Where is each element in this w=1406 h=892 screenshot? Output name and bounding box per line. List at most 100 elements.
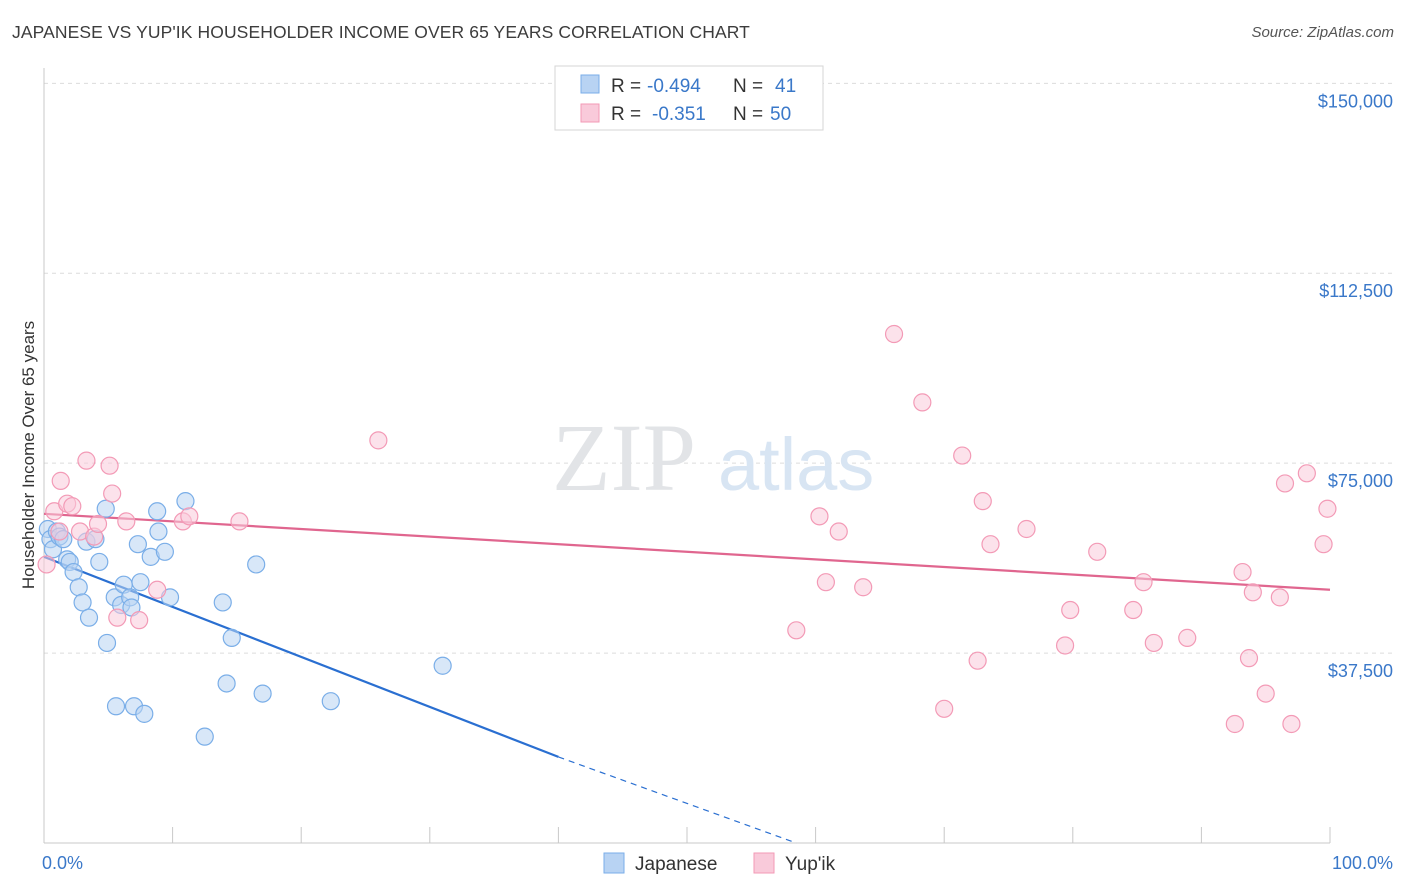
point-yupik (1017, 519, 1036, 539)
point-japanese (195, 727, 214, 746)
point-yupik (787, 621, 806, 640)
point-yupik (1282, 714, 1301, 734)
point-japanese (90, 552, 109, 572)
point-yupik (981, 535, 1000, 554)
y-tick-label: $112,500 (1319, 281, 1393, 301)
point-yupik (1124, 600, 1143, 620)
bottom-label-yupik: Yup'ik (785, 854, 836, 875)
n-label-yupik: N = (733, 104, 763, 125)
chart-title: JAPANESE VS YUP'IK HOUSEHOLDER INCOME OV… (12, 22, 750, 42)
point-yupik (50, 522, 69, 541)
point-yupik (854, 578, 873, 597)
n-label-japanese: N = (733, 76, 763, 97)
point-yupik (1256, 684, 1275, 703)
n-value-japanese: 41 (775, 76, 796, 97)
point-yupik (935, 699, 954, 718)
point-yupik (63, 497, 82, 516)
point-yupik (103, 484, 122, 503)
point-japanese (222, 628, 241, 647)
point-yupik (1178, 628, 1197, 647)
point-japanese (79, 608, 99, 627)
point-yupik (37, 555, 56, 574)
point-japanese (149, 522, 168, 541)
point-yupik (968, 651, 987, 670)
point-yupik (77, 451, 96, 470)
point-yupik (1225, 714, 1244, 734)
point-yupik (816, 573, 835, 592)
point-yupik (1314, 535, 1333, 554)
point-yupik (913, 393, 932, 412)
point-yupik (148, 580, 167, 599)
point-japanese (321, 692, 340, 711)
point-yupik (953, 446, 972, 465)
watermark-zip: ZIP (552, 404, 696, 511)
point-yupik (1233, 562, 1252, 582)
series-legend: Japanese Yup'ik (603, 852, 836, 875)
point-japanese (69, 578, 88, 597)
legend-swatch-yupik (580, 103, 600, 123)
r-value-japanese: -0.494 (647, 76, 701, 97)
r-value-yupik: -0.351 (652, 104, 706, 125)
trendline-japanese-extension (558, 756, 797, 844)
y-tick-label: $75,000 (1328, 471, 1393, 491)
point-japanese (128, 535, 147, 554)
axes-layer: $150,000 $112,500 $75,000 $37,500 0.0% 100.0% (42, 68, 1393, 873)
point-yupik (829, 522, 848, 541)
point-yupik (1243, 583, 1262, 602)
points-layer (37, 324, 1337, 746)
point-japanese (155, 542, 174, 561)
point-yupik (1055, 636, 1075, 655)
trendline-yupik (43, 512, 1331, 591)
point-yupik (1270, 588, 1289, 607)
point-yupik (180, 507, 199, 526)
point-japanese (213, 593, 232, 612)
stats-legend-box (554, 65, 824, 131)
x-tick-label-max: 100.0% (1332, 853, 1393, 873)
point-yupik (1239, 649, 1259, 668)
point-japanese (131, 573, 150, 592)
point-yupik (1134, 573, 1153, 592)
point-yupik (88, 514, 108, 534)
point-yupik (51, 471, 70, 490)
point-yupik (973, 492, 992, 511)
point-yupik (810, 507, 829, 526)
point-yupik (1318, 499, 1337, 518)
n-value-yupik: 50 (770, 104, 791, 125)
point-japanese (96, 499, 115, 518)
r-label-yupik: R = (611, 104, 641, 125)
point-yupik (369, 431, 388, 450)
y-tick-label: $150,000 (1318, 91, 1393, 111)
bottom-label-japanese: Japanese (635, 854, 717, 875)
point-yupik (100, 456, 119, 475)
point-japanese (135, 704, 154, 723)
point-yupik (1144, 633, 1163, 653)
r-label-japanese: R = (611, 76, 641, 97)
point-japanese (148, 502, 167, 521)
point-japanese (64, 562, 83, 582)
point-yupik (130, 611, 149, 630)
point-japanese (247, 555, 266, 574)
point-japanese (433, 656, 452, 675)
point-japanese (73, 593, 92, 612)
point-japanese (176, 492, 195, 511)
point-yupik (1275, 474, 1295, 493)
point-yupik (1061, 600, 1080, 620)
point-yupik (230, 512, 249, 531)
y-axis-title: Householder Income Over 65 years (19, 321, 38, 589)
point-japanese (97, 633, 117, 653)
bottom-swatch-japanese (603, 852, 625, 874)
point-yupik (117, 512, 136, 531)
y-tick-label: $37,500 (1328, 661, 1393, 681)
point-japanese (217, 674, 236, 693)
x-tick-label-min: 0.0% (42, 853, 83, 873)
grid-layer (44, 82, 1392, 654)
point-yupik (108, 608, 127, 627)
point-japanese (253, 684, 272, 703)
point-yupik (1088, 542, 1107, 561)
watermark: ZIP atlas (552, 404, 874, 511)
bottom-swatch-yupik (753, 852, 775, 874)
watermark-atlas: atlas (718, 423, 874, 506)
chart-source: Source: ZipAtlas.com (1251, 24, 1394, 41)
stats-legend: R = -0.494 N = 41 R = -0.351 N = 50 (554, 65, 824, 131)
